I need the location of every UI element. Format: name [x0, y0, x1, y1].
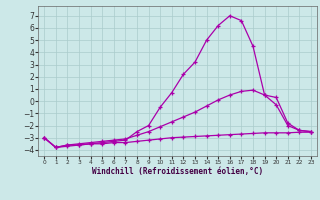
X-axis label: Windchill (Refroidissement éolien,°C): Windchill (Refroidissement éolien,°C) — [92, 167, 263, 176]
